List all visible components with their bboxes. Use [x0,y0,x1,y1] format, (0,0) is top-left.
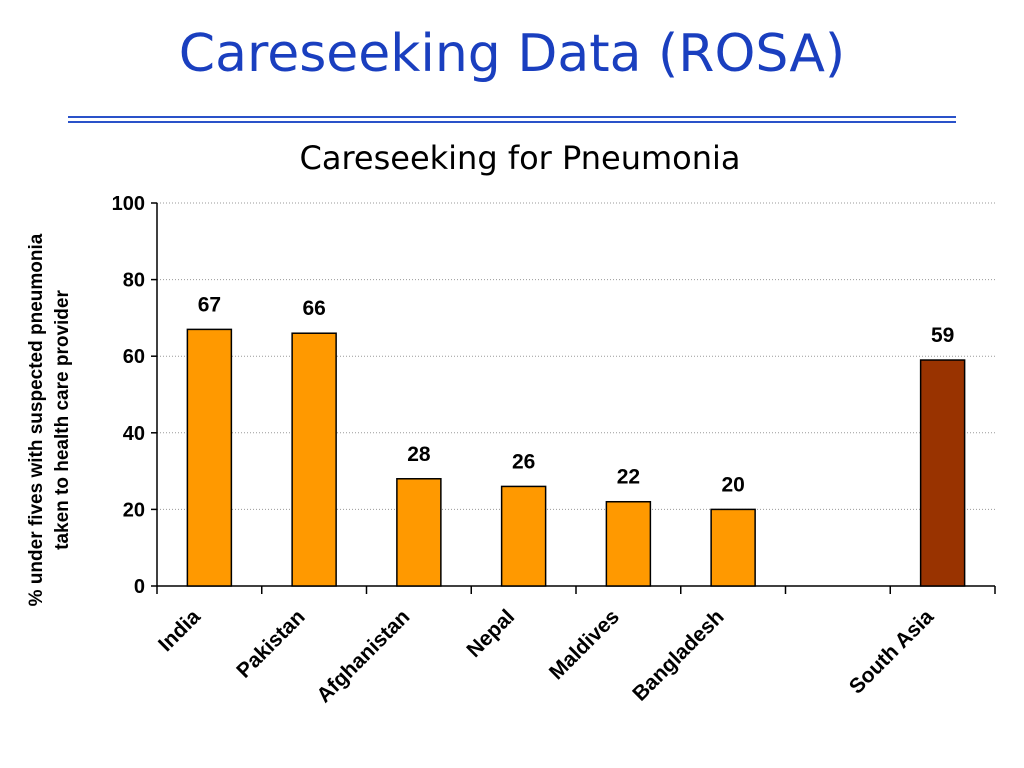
bars [186,328,966,587]
y-axis-label-line-2: taken to health care provider [52,290,73,550]
bar-value-label: 66 [302,297,325,320]
bar [396,478,442,587]
y-tick-label: 80 [123,270,145,292]
slide-title: Careseeking Data (ROSA) [178,24,846,84]
labels: 0 20 40 60 80 100 67 India 66 Pakistan 28 Afghanist… [112,193,955,707]
y-tick-label: 20 [123,499,145,521]
gridlines [157,202,995,510]
y-tick-label: 60 [123,346,145,368]
y-tick-label: 0 [134,576,145,598]
bar-value-label: 59 [931,324,954,347]
bar [919,359,966,587]
y-axis-label-line-1: % under fives with suspected pneumonia [26,233,47,606]
bar [605,500,652,587]
x-category-label: Nepal [462,605,519,662]
bar-value-label: 20 [721,473,744,496]
x-category-label: Afghanistan [312,605,414,707]
x-category-label: Pakistan [232,605,309,682]
bar-value-label: 67 [198,293,221,316]
bar [186,328,233,587]
bar [710,508,756,587]
x-category-label: South Asia [845,605,938,698]
y-tick-label: 100 [112,193,145,215]
axes [151,202,996,594]
bar [291,332,337,587]
y-tick-label: 40 [123,423,145,445]
x-category-label: India [154,605,205,656]
chart-title: Careseeking for Pneumonia [299,139,741,177]
title-rule-top [68,116,956,118]
x-category-label: Bangladesh [628,605,728,705]
x-category-label: Maldives [545,605,624,684]
bar-value-label: 28 [407,443,431,466]
bar-value-label: 26 [512,450,535,473]
bar [500,485,547,587]
title-rule-bottom [68,121,956,123]
bar-value-label: 22 [617,466,640,489]
